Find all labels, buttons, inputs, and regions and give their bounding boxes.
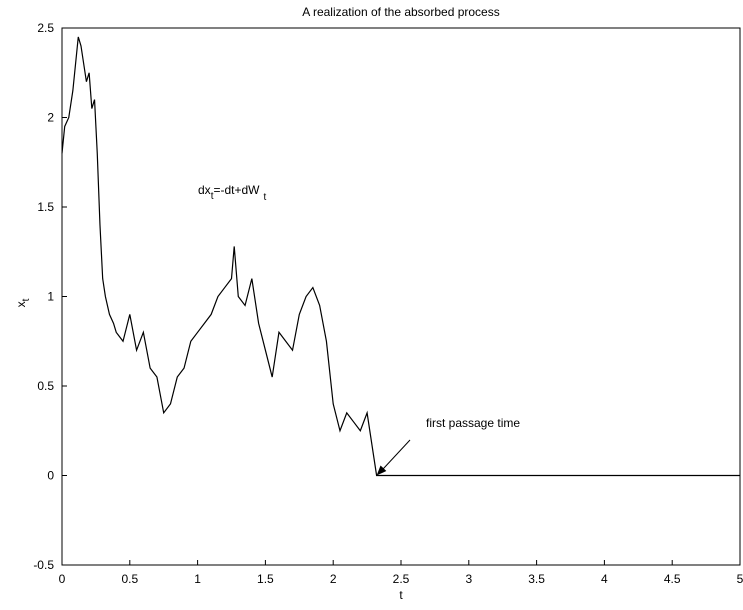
x-tick-label: 2	[330, 572, 337, 586]
equation-sub-t2: t	[264, 192, 267, 203]
x-axis-label: t	[399, 588, 403, 602]
equation-mid: =-dt+dW	[213, 183, 260, 197]
plot-frame	[61, 27, 741, 566]
first-passage-time-label: first passage time	[426, 416, 520, 430]
x-axis-ticks: 0 0.5 1 1.5 2 2.5 3 3.5 4 4.5 5	[59, 560, 743, 586]
y-tick-label: 2.5	[37, 21, 54, 35]
y-axis-ticks: -0.5 0 0.5 1 1.5 2 2.5	[33, 21, 67, 572]
x-tick-label: 1.5	[257, 572, 274, 586]
svg-text:xt: xt	[14, 298, 32, 307]
chart-title: A realization of the absorbed process	[302, 5, 499, 19]
x-tick-label: 3.5	[528, 572, 545, 586]
equation-dx: dx	[198, 183, 211, 197]
x-tick-label: 5	[737, 572, 743, 586]
first-passage-arrow-line	[382, 439, 411, 470]
y-tick-label: 1	[47, 290, 54, 304]
equation-annotation: dxt=-dt+dWt	[198, 183, 267, 203]
y-tick-label: 1.5	[37, 200, 54, 214]
y-axis-label: xt	[14, 298, 32, 307]
y-tick-label: 2	[47, 111, 54, 125]
equation-sub-t: t	[211, 191, 214, 202]
x-tick-label: 0	[59, 572, 66, 586]
x-tick-label: 4	[601, 572, 608, 586]
x-tick-label: 0.5	[121, 572, 138, 586]
y-tick-label: -0.5	[33, 558, 54, 572]
x-tick-label: 4.5	[664, 572, 681, 586]
first-passage-arrow-head	[376, 465, 387, 476]
y-tick-label: 0	[47, 469, 54, 483]
x-tick-label: 2.5	[393, 572, 410, 586]
y-axis-label-main: x	[14, 301, 28, 307]
x-tick-label: 1	[194, 572, 201, 586]
series-line	[61, 36, 740, 477]
y-tick-label: 0.5	[37, 379, 54, 393]
y-axis-label-sub: t	[21, 298, 32, 301]
x-tick-label: 3	[465, 572, 472, 586]
